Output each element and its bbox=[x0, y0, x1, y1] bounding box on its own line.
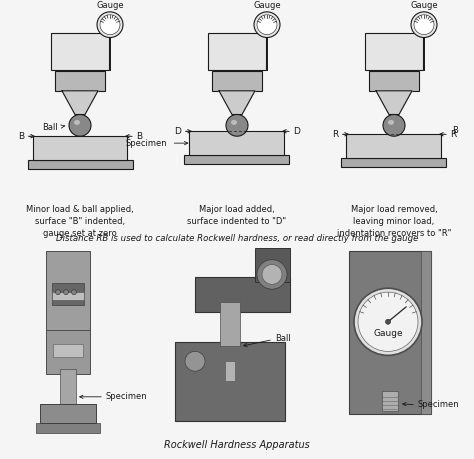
Text: B: B bbox=[452, 126, 458, 135]
Bar bbox=[369, 71, 419, 91]
Bar bbox=[346, 134, 441, 158]
Polygon shape bbox=[376, 91, 412, 114]
Bar bbox=[208, 33, 266, 70]
Text: Major load added,
surface indented to "D": Major load added, surface indented to "D… bbox=[187, 205, 287, 226]
Ellipse shape bbox=[74, 120, 80, 125]
Bar bbox=[60, 369, 76, 404]
Circle shape bbox=[254, 12, 280, 38]
Text: Ball: Ball bbox=[42, 123, 58, 132]
Bar bbox=[175, 341, 285, 420]
Bar bbox=[184, 155, 290, 164]
Text: B: B bbox=[136, 132, 142, 141]
Bar bbox=[46, 251, 90, 330]
Circle shape bbox=[358, 292, 418, 352]
Circle shape bbox=[64, 290, 69, 295]
Bar bbox=[255, 248, 290, 282]
Circle shape bbox=[383, 114, 405, 136]
Text: Ball: Ball bbox=[275, 334, 291, 343]
Text: D: D bbox=[174, 127, 181, 136]
Circle shape bbox=[257, 260, 287, 289]
Bar bbox=[53, 343, 83, 357]
Text: Specimen: Specimen bbox=[106, 392, 147, 401]
Ellipse shape bbox=[388, 120, 394, 125]
Circle shape bbox=[385, 319, 391, 324]
Text: Gauge: Gauge bbox=[253, 1, 281, 10]
Bar bbox=[51, 33, 109, 70]
Bar bbox=[190, 131, 284, 155]
Bar bbox=[52, 283, 84, 305]
Bar bbox=[46, 330, 90, 374]
Circle shape bbox=[411, 12, 437, 38]
Bar bbox=[36, 424, 100, 433]
Text: Major load: Major load bbox=[215, 47, 259, 56]
Bar bbox=[212, 71, 262, 91]
Text: Specimen: Specimen bbox=[126, 139, 167, 148]
Bar bbox=[195, 277, 290, 312]
Polygon shape bbox=[219, 91, 255, 114]
Circle shape bbox=[69, 114, 91, 136]
Text: D: D bbox=[293, 127, 300, 136]
Circle shape bbox=[257, 15, 277, 34]
Bar bbox=[349, 251, 431, 414]
Bar bbox=[341, 158, 447, 167]
Text: R: R bbox=[450, 130, 456, 139]
Text: Rockwell Hardness Apparatus: Rockwell Hardness Apparatus bbox=[164, 440, 310, 450]
Polygon shape bbox=[62, 91, 98, 114]
Circle shape bbox=[262, 264, 282, 284]
Text: Minor load: Minor load bbox=[58, 77, 102, 85]
Text: Specimen: Specimen bbox=[418, 400, 460, 409]
Bar bbox=[33, 136, 128, 160]
Circle shape bbox=[55, 290, 61, 295]
Bar bbox=[382, 391, 398, 411]
Bar bbox=[55, 71, 105, 91]
Text: B: B bbox=[18, 132, 24, 141]
Circle shape bbox=[226, 114, 248, 136]
Text: Minor load: Minor load bbox=[215, 77, 259, 85]
Bar bbox=[225, 361, 235, 381]
Text: Minor load & ball applied,
surface "B" indented,
gauge set at zero: Minor load & ball applied, surface "B" i… bbox=[26, 205, 134, 238]
Circle shape bbox=[72, 290, 76, 295]
Ellipse shape bbox=[231, 120, 237, 125]
Text: Major load: Major load bbox=[58, 47, 102, 56]
Circle shape bbox=[100, 15, 120, 34]
Bar bbox=[40, 404, 96, 424]
Bar bbox=[220, 302, 240, 347]
Text: Major load: Major load bbox=[372, 47, 416, 56]
Circle shape bbox=[97, 12, 123, 38]
Circle shape bbox=[185, 352, 205, 371]
Bar bbox=[27, 160, 133, 169]
Text: Minor load: Minor load bbox=[372, 77, 416, 85]
Bar bbox=[365, 33, 423, 70]
Bar bbox=[52, 292, 84, 300]
Circle shape bbox=[354, 288, 422, 355]
Text: Gauge: Gauge bbox=[410, 1, 438, 10]
Text: Gauge: Gauge bbox=[373, 329, 403, 338]
Text: Major load removed,
leaving minor load,
indentation recovers to "R": Major load removed, leaving minor load, … bbox=[337, 205, 451, 238]
Text: Gauge: Gauge bbox=[96, 1, 124, 10]
Circle shape bbox=[414, 15, 434, 34]
Text: R: R bbox=[332, 130, 338, 139]
Bar bbox=[421, 251, 431, 414]
Text: Distance RB is used to calculate Rockwell hardness, or read directly from the ga: Distance RB is used to calculate Rockwel… bbox=[56, 235, 418, 243]
